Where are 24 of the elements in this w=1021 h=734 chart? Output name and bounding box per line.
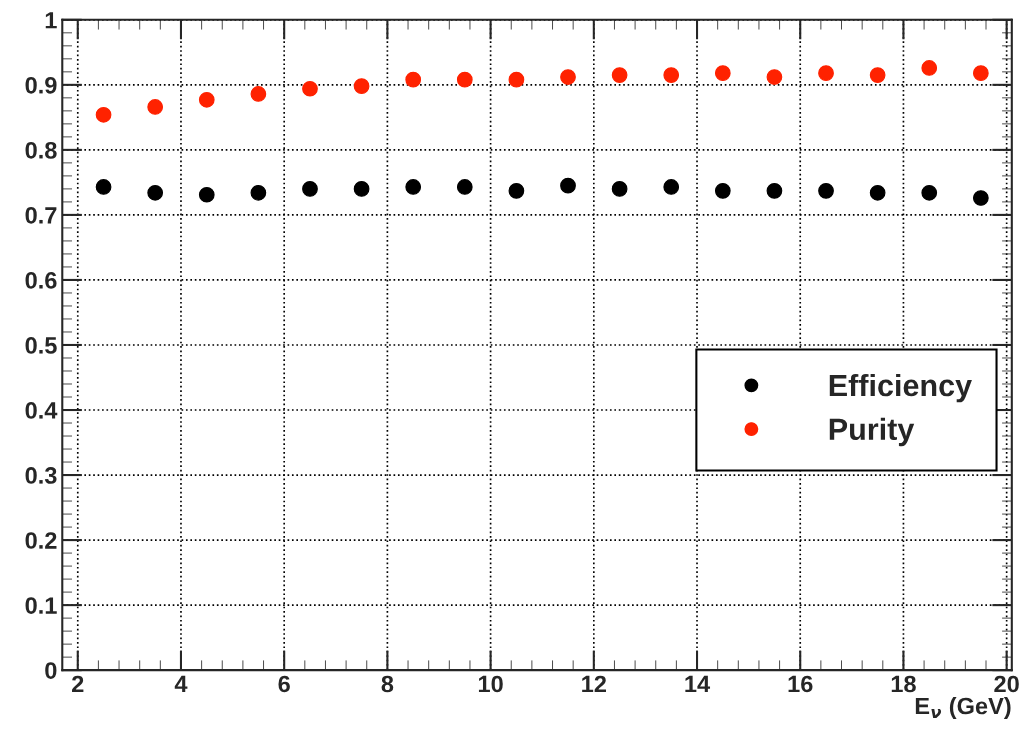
legend-label: Efficiency [829, 373, 972, 403]
y-tick-label: 0.5 [25, 337, 57, 354]
y-tick-label: 0.1 [25, 597, 57, 614]
y-tick-label: 1 [45, 12, 57, 29]
y-tick-label: 0.2 [25, 532, 57, 549]
y-tick-label: 0.3 [25, 467, 57, 484]
x-tick-label: 8 [381, 675, 394, 693]
x-tick-label: 12 [582, 675, 606, 693]
x-tick-label: 10 [478, 675, 503, 693]
y-tick-label: 0.6 [25, 272, 57, 289]
x-tick-label: 20 [994, 675, 1019, 693]
x-tick-label: 16 [788, 675, 813, 693]
y-tick-label: 0.7 [25, 206, 57, 224]
x-axis-title: E$_{ν}$ (GeV) [915, 697, 1011, 720]
y-tick-label: 0.4 [25, 402, 58, 419]
x-tick-label: 18 [891, 675, 916, 693]
y-tick-label: 0.8 [25, 141, 57, 159]
y-tick-label: 0.9 [25, 76, 57, 94]
legend-label: Purity [829, 417, 915, 447]
x-tick-label: 14 [685, 675, 711, 693]
y-tick-label: 0 [45, 662, 57, 679]
x-tick-label: 6 [278, 675, 290, 693]
x-tick-label: 4 [174, 675, 188, 693]
x-tick-label: 2 [72, 675, 84, 693]
